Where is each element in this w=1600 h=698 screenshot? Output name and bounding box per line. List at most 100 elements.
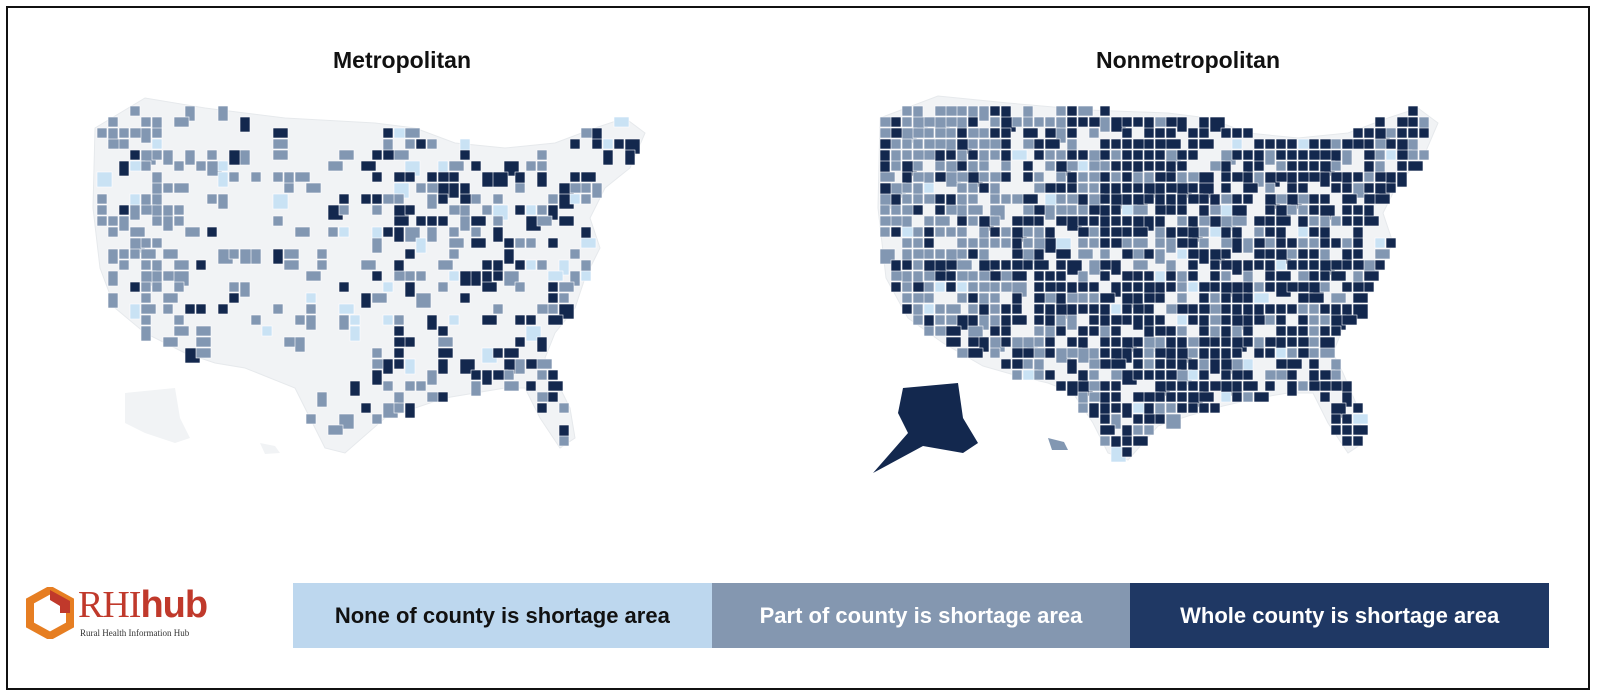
county-cell xyxy=(1418,149,1430,161)
county-cell xyxy=(1341,281,1353,293)
county-cell xyxy=(1066,116,1078,128)
county-cell xyxy=(989,281,1001,293)
county-cell xyxy=(162,248,179,260)
county-cell xyxy=(1286,138,1298,150)
county-cell xyxy=(1187,402,1199,414)
county-cell xyxy=(536,160,548,172)
county-cell xyxy=(1022,358,1034,370)
county-cell xyxy=(912,259,924,271)
county-cell xyxy=(536,149,548,161)
county-cell xyxy=(1231,237,1243,254)
county-cell xyxy=(1264,347,1276,359)
county-cell xyxy=(1341,149,1353,166)
county-cell xyxy=(1022,259,1034,271)
county-cell xyxy=(470,380,482,397)
county-cell xyxy=(173,204,185,216)
county-cell xyxy=(1121,226,1133,238)
county-cell xyxy=(1110,215,1122,227)
county-cell xyxy=(1033,369,1045,381)
county-cell xyxy=(1099,226,1111,238)
county-cell xyxy=(1088,215,1100,227)
county-cell xyxy=(1110,171,1122,183)
county-cell xyxy=(195,325,212,337)
county-cell xyxy=(1077,325,1089,337)
county-cell xyxy=(1099,292,1116,304)
county-cell xyxy=(1242,369,1254,381)
legend-part-of-county: Part of county is shortage area xyxy=(711,583,1131,648)
county-cell xyxy=(879,171,896,183)
county-cell xyxy=(206,226,218,238)
county-cell xyxy=(1132,413,1144,425)
county-cell xyxy=(1132,116,1144,128)
county-cell xyxy=(360,259,377,271)
county-cell xyxy=(1154,149,1166,161)
county-cell xyxy=(437,215,449,227)
county-cell xyxy=(1297,303,1309,315)
county-cell xyxy=(492,193,504,205)
county-cell xyxy=(1231,347,1243,359)
county-cell xyxy=(1088,314,1100,326)
county-cell xyxy=(1330,270,1347,282)
county-cell xyxy=(989,193,1001,205)
county-cell xyxy=(129,149,141,161)
county-cell xyxy=(492,171,509,188)
county-cell xyxy=(525,204,537,216)
county-cell xyxy=(879,226,891,238)
county-cell xyxy=(1143,149,1155,161)
county-cell xyxy=(1198,248,1210,265)
county-cell xyxy=(1341,259,1353,271)
county-cell xyxy=(1286,259,1298,271)
county-cell xyxy=(1275,215,1292,227)
county-cell xyxy=(1231,127,1243,139)
county-cell xyxy=(956,215,968,227)
county-cell xyxy=(1308,336,1320,348)
county-cell xyxy=(338,226,350,238)
county-cell xyxy=(404,336,416,348)
county-cell xyxy=(118,138,130,150)
county-cell xyxy=(1077,402,1089,414)
county-cell xyxy=(140,160,152,172)
county-cell xyxy=(1286,248,1298,260)
county-cell xyxy=(1176,248,1188,260)
county-cell xyxy=(1121,149,1133,161)
county-cell xyxy=(503,237,515,249)
county-cell xyxy=(1011,369,1023,381)
county-cell xyxy=(1407,105,1419,117)
county-cell xyxy=(1187,127,1199,139)
county-cell xyxy=(890,116,902,128)
county-cell xyxy=(1275,160,1287,172)
county-cell xyxy=(1055,105,1067,117)
county-cell xyxy=(470,369,482,381)
county-cell xyxy=(360,160,377,172)
county-cell xyxy=(536,259,548,271)
county-cell xyxy=(448,160,465,172)
county-cell xyxy=(569,270,581,287)
county-cell xyxy=(228,281,240,293)
county-cell xyxy=(1099,171,1111,183)
county-cell xyxy=(1264,237,1276,249)
county-cell xyxy=(382,281,394,293)
county-cell xyxy=(1044,204,1056,221)
county-cell xyxy=(239,116,251,133)
county-cell xyxy=(1000,127,1012,139)
county-cell xyxy=(901,182,913,194)
county-cell xyxy=(1011,303,1023,315)
county-cell xyxy=(1099,138,1111,150)
county-cell xyxy=(503,380,520,392)
county-cell xyxy=(1308,248,1320,260)
county-cell xyxy=(536,204,548,216)
county-cell xyxy=(912,138,924,150)
county-cell xyxy=(1165,413,1182,430)
brand-main: RHI xyxy=(78,584,141,626)
county-cell xyxy=(1077,248,1094,260)
county-cell xyxy=(1253,347,1265,359)
county-cell xyxy=(1000,325,1012,337)
county-cell xyxy=(195,160,207,172)
county-cell xyxy=(426,193,438,210)
county-cell xyxy=(1154,358,1166,370)
county-cell xyxy=(1055,182,1067,194)
county-cell xyxy=(1110,413,1122,430)
county-cell xyxy=(1099,193,1111,205)
county-cell xyxy=(327,424,344,436)
county-cell xyxy=(890,226,902,238)
